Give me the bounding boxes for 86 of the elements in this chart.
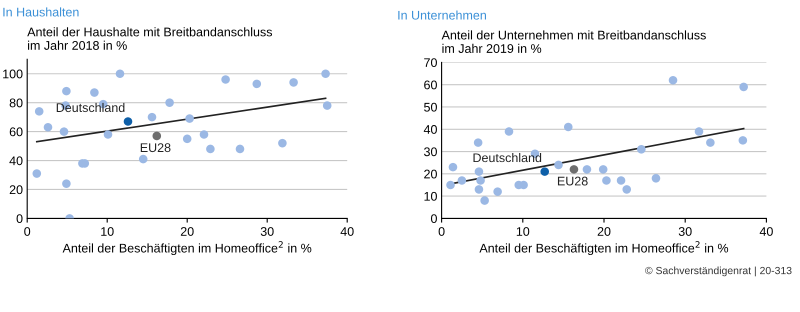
point <box>480 196 489 205</box>
x-tick-label: 30 <box>678 227 692 236</box>
point <box>446 180 455 190</box>
point <box>206 144 215 154</box>
point <box>252 80 262 88</box>
point <box>62 179 71 188</box>
y-tick-label: 60 <box>10 127 23 136</box>
y-tick-label: 40 <box>9 156 23 166</box>
point <box>116 69 124 78</box>
y-tick-label: 0 <box>430 214 437 224</box>
x-tick-label: 0 <box>24 227 30 236</box>
x-tick-label: 0 <box>438 227 445 236</box>
point <box>34 107 44 116</box>
x-tick-label: 20 <box>180 227 194 236</box>
chart-title: In Unternehmen <box>398 10 486 20</box>
x-tick-label: 10 <box>516 227 530 236</box>
y-tick-label: 20 <box>10 185 23 194</box>
point <box>668 76 678 85</box>
point <box>474 138 482 147</box>
y-tick-label: 0 <box>16 214 23 224</box>
point <box>104 130 112 139</box>
point <box>582 165 592 174</box>
point <box>493 187 502 196</box>
y-tick-label: 50 <box>424 102 437 112</box>
point <box>474 167 484 176</box>
point <box>739 82 748 92</box>
series-label: EU28 <box>558 176 588 186</box>
point <box>637 145 646 154</box>
point <box>152 132 162 140</box>
chart-title: In Haushalten <box>3 7 79 17</box>
point <box>321 69 330 78</box>
x-tick-label: 40 <box>760 227 773 236</box>
text: © Sachverständigenrat | 20-313 <box>645 266 792 276</box>
y-tick-label: 10 <box>424 192 437 201</box>
point <box>738 136 748 145</box>
point <box>476 176 485 185</box>
point <box>622 185 632 194</box>
y-tick-label: 20 <box>424 170 437 178</box>
y-tick-label: 60 <box>424 80 437 90</box>
point <box>598 165 608 174</box>
series-label: Deutschland <box>473 153 542 162</box>
x-tick-label: 10 <box>101 227 114 236</box>
point <box>278 138 287 148</box>
y-axis-title: Anteil der Unternehmen mit Breitbandanschluss im Jahr 2019 in % <box>442 30 706 53</box>
point <box>458 176 466 185</box>
point <box>90 88 99 97</box>
point <box>474 185 484 194</box>
series-label: Deutschland <box>56 102 124 112</box>
point <box>138 154 148 164</box>
x-axis-title: Anteil der Beschäftigten im Homeoffice$^{2}$ in % <box>479 241 728 256</box>
point <box>570 165 578 174</box>
point <box>200 130 208 139</box>
y-tick-label: 70 <box>424 58 437 68</box>
y-tick-label: 30 <box>424 147 437 156</box>
point <box>44 122 52 132</box>
point <box>182 134 192 144</box>
y-tick-label: 80 <box>10 98 23 108</box>
x-tick-label: 40 <box>340 227 354 236</box>
point <box>564 122 573 132</box>
point <box>322 101 332 110</box>
point <box>60 127 68 136</box>
point <box>706 138 715 147</box>
point <box>540 167 550 176</box>
y-axis-title: Anteil der Haushalte mit Breitbandanschluss im Jahr 2018 in % <box>27 27 272 50</box>
point <box>289 78 298 87</box>
series-label: EU28 <box>140 143 170 152</box>
point <box>165 98 174 107</box>
point <box>185 114 194 123</box>
point <box>62 86 71 96</box>
x-axis-title: Anteil der Beschäftigten im Homeoffice$^{2}$ in % <box>62 241 312 256</box>
point <box>652 174 660 183</box>
y-tick-label: 40 <box>424 125 437 134</box>
point <box>602 176 611 185</box>
point <box>32 169 42 178</box>
x-tick-label: 30 <box>260 227 274 236</box>
point <box>554 160 563 170</box>
point <box>504 127 514 136</box>
x-tick-label: 20 <box>598 227 610 236</box>
y-tick-label: 100 <box>3 70 23 78</box>
point <box>148 112 156 122</box>
point <box>221 75 230 84</box>
point <box>448 162 458 172</box>
point <box>124 117 132 126</box>
point <box>694 127 704 136</box>
point <box>236 144 244 154</box>
point <box>616 176 626 185</box>
